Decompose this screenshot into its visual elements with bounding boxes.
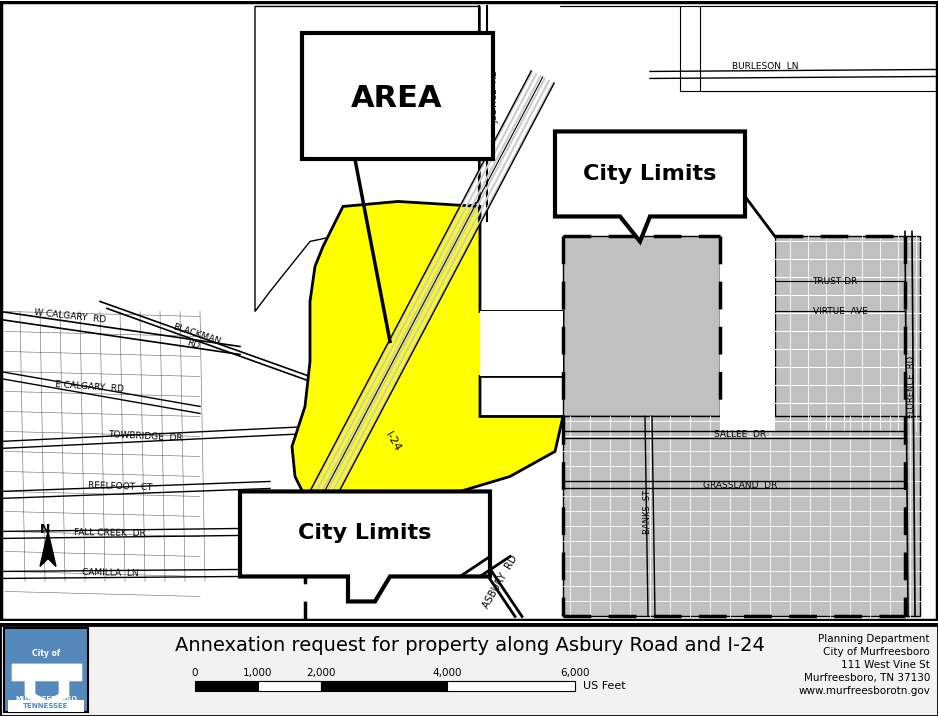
Polygon shape (775, 236, 920, 432)
Text: REELFOOT  CT: REELFOOT CT (87, 481, 152, 492)
Text: www.murfreesborotn.gov: www.murfreesborotn.gov (798, 686, 930, 696)
Text: CAMILLA  LN: CAMILLA LN (82, 569, 139, 579)
Text: SALLEE  DR: SALLEE DR (714, 430, 766, 439)
Text: FALL CREEK  DR: FALL CREEK DR (74, 528, 146, 538)
Polygon shape (255, 6, 480, 311)
Text: City Limits: City Limits (298, 523, 431, 543)
Polygon shape (480, 311, 563, 377)
Text: City of Murfreesboro: City of Murfreesboro (824, 647, 930, 657)
Text: FLORENCE  RD: FLORENCE RD (907, 355, 916, 417)
Text: BANKS  ST: BANKS ST (643, 489, 653, 533)
Text: 2,000: 2,000 (306, 668, 336, 678)
Text: 4,000: 4,000 (432, 668, 461, 678)
Text: TOWBRIDGE  DR: TOWBRIDGE DR (108, 430, 183, 443)
Polygon shape (12, 664, 82, 708)
Text: JUSTICE  RD: JUSTICE RD (491, 69, 500, 123)
Text: E CALGARY  RD: E CALGARY RD (55, 379, 125, 393)
Text: BURLESON  LN: BURLESON LN (732, 62, 798, 71)
Polygon shape (555, 132, 745, 241)
Text: Annexation request for property along Asbury Road and I-24: Annexation request for property along As… (175, 637, 764, 655)
Polygon shape (240, 491, 490, 601)
Bar (447, 681, 575, 691)
Text: 6,000: 6,000 (560, 668, 590, 678)
Bar (8, 700, 84, 712)
Text: TENNESSEE: TENNESSEE (23, 703, 68, 709)
Polygon shape (720, 236, 775, 432)
Polygon shape (40, 531, 56, 566)
Text: BLACKMAN
RD: BLACKMAN RD (168, 322, 221, 357)
Text: N: N (39, 523, 51, 536)
Polygon shape (563, 236, 720, 417)
Text: MURFREESBORO: MURFREESBORO (15, 696, 77, 702)
Polygon shape (700, 6, 938, 92)
Bar (321, 681, 447, 691)
Text: Murfreesboro, TN 37130: Murfreesboro, TN 37130 (804, 673, 930, 683)
Text: City Limits: City Limits (583, 165, 717, 185)
Polygon shape (292, 201, 563, 541)
Text: VIRTUE  AVE: VIRTUE AVE (812, 307, 868, 316)
FancyBboxPatch shape (302, 34, 493, 160)
Bar (4, 628, 88, 712)
Text: AREA: AREA (351, 84, 443, 113)
Text: W CALGARY  RD: W CALGARY RD (34, 308, 106, 324)
Text: Planning Department: Planning Department (819, 634, 930, 644)
Text: 111 West Vine St: 111 West Vine St (841, 660, 930, 670)
Text: 0: 0 (191, 668, 198, 678)
Text: ASBURY  RD: ASBURY RD (481, 553, 520, 610)
Polygon shape (563, 417, 920, 616)
Polygon shape (560, 6, 760, 92)
Text: GRASSLAND  DR: GRASSLAND DR (703, 481, 778, 490)
Bar (258, 681, 321, 691)
Bar (195, 681, 258, 691)
Text: I-24: I-24 (384, 430, 402, 453)
Text: US Feet: US Feet (583, 681, 626, 691)
Text: 1,000: 1,000 (243, 668, 273, 678)
Text: City of: City of (32, 649, 60, 659)
Polygon shape (35, 681, 59, 701)
Text: TRUST DR: TRUST DR (812, 277, 857, 286)
